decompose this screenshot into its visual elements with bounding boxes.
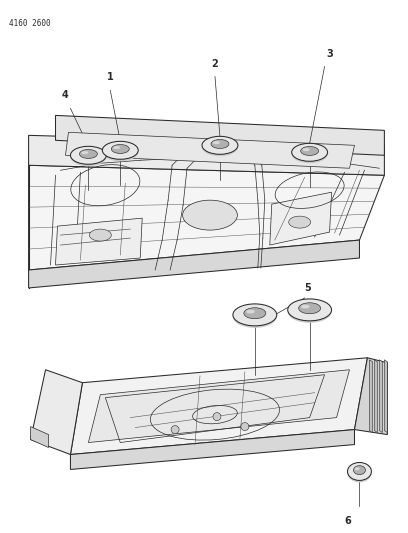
Ellipse shape	[302, 148, 310, 151]
Ellipse shape	[113, 146, 120, 149]
Ellipse shape	[355, 467, 359, 470]
Polygon shape	[379, 360, 382, 433]
Ellipse shape	[353, 466, 366, 474]
Polygon shape	[89, 370, 350, 442]
Polygon shape	[369, 360, 373, 433]
Text: 6: 6	[344, 516, 351, 527]
Polygon shape	[65, 132, 355, 168]
Polygon shape	[31, 370, 82, 455]
Ellipse shape	[202, 139, 238, 156]
Circle shape	[241, 423, 249, 431]
Polygon shape	[384, 360, 387, 433]
Polygon shape	[375, 360, 377, 433]
Ellipse shape	[244, 308, 266, 319]
Ellipse shape	[211, 140, 229, 149]
Ellipse shape	[299, 303, 321, 314]
Text: 4: 4	[62, 91, 69, 100]
Ellipse shape	[80, 149, 98, 158]
Ellipse shape	[71, 147, 106, 164]
Ellipse shape	[289, 216, 310, 228]
Text: 5: 5	[304, 283, 311, 293]
Ellipse shape	[111, 144, 129, 154]
Polygon shape	[29, 165, 384, 270]
Ellipse shape	[348, 463, 371, 480]
Polygon shape	[71, 358, 368, 455]
Ellipse shape	[301, 305, 310, 309]
Ellipse shape	[213, 141, 220, 144]
Ellipse shape	[202, 136, 238, 154]
Circle shape	[171, 425, 179, 433]
Polygon shape	[355, 358, 387, 434]
Ellipse shape	[348, 464, 371, 482]
Ellipse shape	[102, 141, 138, 159]
Ellipse shape	[301, 147, 319, 156]
Circle shape	[213, 413, 221, 421]
Ellipse shape	[71, 148, 106, 166]
Polygon shape	[71, 430, 355, 470]
Ellipse shape	[233, 304, 277, 326]
Ellipse shape	[233, 306, 277, 328]
Ellipse shape	[246, 310, 255, 313]
Text: 1: 1	[107, 72, 114, 83]
Ellipse shape	[288, 301, 332, 323]
Polygon shape	[29, 135, 384, 175]
Text: 3: 3	[326, 49, 333, 59]
Polygon shape	[270, 192, 332, 245]
Ellipse shape	[288, 299, 332, 321]
Ellipse shape	[102, 143, 138, 161]
Text: 2: 2	[212, 59, 218, 69]
Text: 4160 2600: 4160 2600	[9, 19, 50, 28]
Ellipse shape	[89, 229, 111, 241]
Polygon shape	[55, 116, 384, 155]
Ellipse shape	[81, 151, 89, 154]
Ellipse shape	[292, 146, 328, 163]
Polygon shape	[55, 218, 142, 265]
Polygon shape	[29, 240, 359, 288]
Ellipse shape	[182, 200, 237, 230]
Ellipse shape	[292, 143, 328, 161]
Polygon shape	[31, 426, 49, 448]
